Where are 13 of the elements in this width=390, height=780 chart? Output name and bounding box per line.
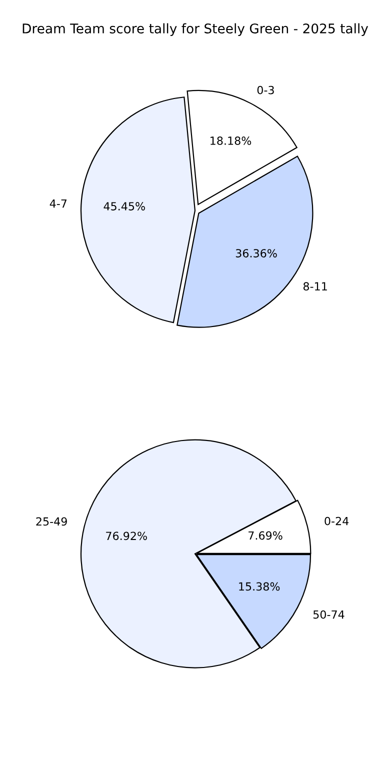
slice-label: 25-49: [36, 517, 67, 526]
slice-label: 0-3: [257, 86, 274, 94]
data-label: 18.18%: [210, 136, 252, 145]
data-label: 45.45%: [104, 202, 145, 210]
chart-title: Dream Team score tally for Steely Green - 2025 tally: [22, 23, 368, 36]
data-label: 15.38%: [239, 582, 280, 591]
data-label: 7.69%: [248, 531, 282, 540]
slice-label: 4-7: [50, 199, 67, 208]
slice-label: 8-11: [303, 282, 327, 291]
data-label: 36.36%: [236, 249, 277, 258]
slice-label: 0-24: [324, 516, 349, 526]
slice-label: 50-74: [313, 610, 344, 619]
data-label: 76.92%: [106, 532, 147, 540]
